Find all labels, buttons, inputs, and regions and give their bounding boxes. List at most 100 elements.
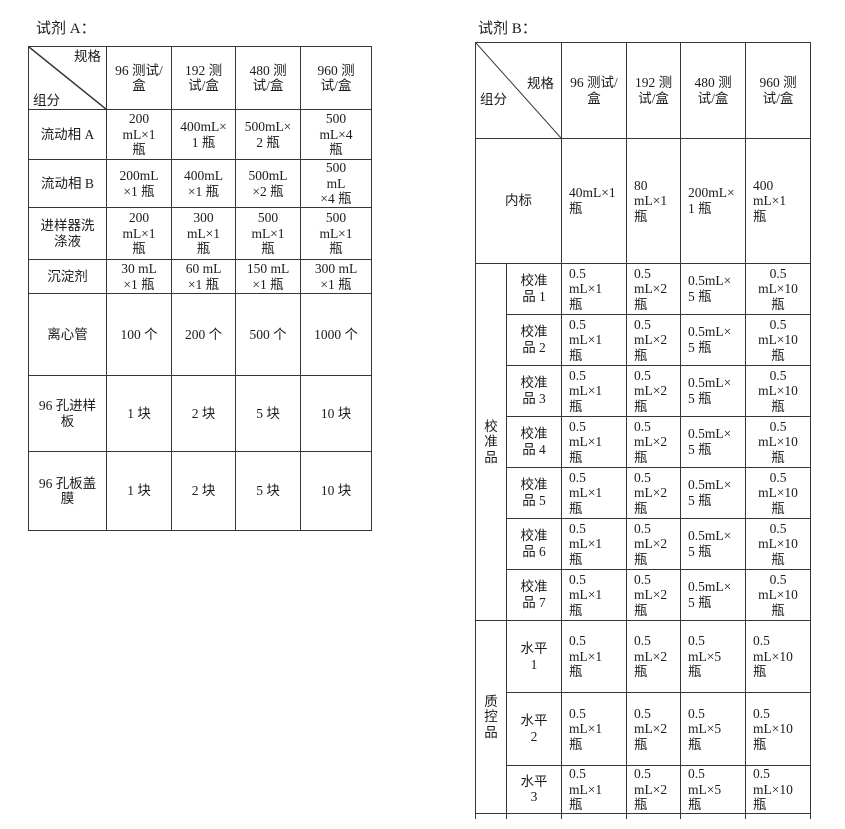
reagent-b-table: 规格 组分 96 测试/ 盒 192 测 试/盒 480 测 试/盒 960 测… [475, 42, 811, 820]
diagonal-divider [476, 43, 561, 138]
cell: 0.5 mL×10 瓶 [745, 416, 811, 468]
cell: 500 mL×1 瓶 [235, 207, 301, 261]
cell: 60 mL ×1 瓶 [171, 259, 236, 295]
cell: 0.5 mL×10 瓶 [745, 569, 811, 621]
diagonal-divider [29, 47, 106, 110]
row-label: 校准 品 2 [506, 314, 562, 366]
cell: 0.5 mL×2 瓶 [626, 314, 681, 366]
table-row: 进样器洗 涤液 200 mL×1 瓶 300 mL×1 瓶 500 mL×1 瓶… [28, 207, 372, 261]
cell: 0.5mL× 5 瓶 [680, 314, 746, 366]
cell: 2 块 [171, 451, 236, 532]
cell: 0.5 mL×2 瓶 [626, 263, 681, 315]
cell [475, 812, 507, 820]
cell: 0.5 mL×2 瓶 [626, 620, 681, 693]
table-row: 96 孔进样 板 1 块 2 块 5 块 10 块 [28, 375, 372, 453]
cell: 30 mL ×1 瓶 [106, 259, 172, 295]
cell: 200 个 [171, 293, 236, 377]
cell: 0.5mL× 5 瓶 [680, 263, 746, 315]
row-label: 流动相 B [28, 159, 107, 209]
table-row: 校准 品 4 0.5 mL×1 瓶 0.5 mL×2 瓶 0.5mL× 5 瓶 … [476, 416, 811, 468]
reagent-b-title: 试剂 B： [478, 21, 537, 37]
cell: 1000 个 [300, 293, 372, 377]
cell: 500mL ×2 瓶 [235, 159, 301, 209]
column-header: 96 测试/ 盒 [106, 45, 172, 111]
table-row: 水平 2 0.5 mL×1 瓶 0.5 mL×2 瓶 0.5 mL×5 瓶 0.… [476, 692, 811, 766]
row-label: 水平 3 [506, 765, 562, 814]
row-label: 校准 品 4 [506, 416, 562, 468]
cell: 100 个 [106, 293, 172, 377]
cell: 500 个 [235, 293, 301, 377]
cell: 80 mL×1 瓶 [626, 138, 681, 264]
table-row: 校准 品 3 0.5 mL×1 瓶 0.5 mL×2 瓶 0.5mL× 5 瓶 … [476, 365, 811, 417]
cell: 400mL ×1 瓶 [171, 159, 236, 209]
cell: 0.5 mL×10 瓶 [745, 765, 811, 814]
cell: 0.5 mL×2 瓶 [626, 365, 681, 417]
column-header: 480 测 试/盒 [235, 45, 301, 111]
cell: 0.5 mL×10 瓶 [745, 365, 811, 417]
table-row: 流动相 A 200 mL×1 瓶 400mL× 1 瓶 500mL× 2 瓶 5… [28, 109, 372, 161]
cell: 0.5 mL×1 瓶 [561, 263, 627, 315]
cell: 10 块 [300, 375, 372, 453]
row-label: 水平 1 [506, 620, 562, 693]
table-header-row: 规格 组分 96 测试/ 盒 192 测 试/盒 480 测 试/盒 960 测… [475, 42, 811, 139]
cell: 0.5 mL×1 瓶 [561, 467, 627, 519]
column-header: 192 测 试/盒 [626, 42, 681, 139]
cell: 0.5 mL×10 瓶 [745, 620, 811, 693]
cell: 0.5 mL×1 瓶 [561, 416, 627, 468]
row-label: 校准 品 6 [506, 518, 562, 570]
row-label: 校准 品 1 [506, 263, 562, 315]
column-header: 960 测 试/盒 [745, 42, 811, 139]
table-row: 校准 品 7 0.5 mL×1 瓶 0.5 mL×2 瓶 0.5mL× 5 瓶 … [476, 569, 811, 621]
table-row: 离心管 100 个 200 个 500 个 1000 个 [28, 293, 372, 377]
table-header-row: 规格 组分 96 测试/ 盒 192 测 试/盒 480 测 试/盒 960 测… [28, 45, 372, 111]
cell: 0.5 mL×1 瓶 [561, 365, 627, 417]
row-label: 水平 2 [506, 692, 562, 766]
cell: 0.5 mL×2 瓶 [626, 416, 681, 468]
cell: 0.5mL× 5 瓶 [680, 569, 746, 621]
reagent-a-title: 试剂 A： [36, 21, 96, 37]
cell [626, 812, 681, 820]
group-label: 校 准 品 [475, 263, 507, 621]
cell: 0.5 mL×1 瓶 [561, 765, 627, 814]
row-label: 离心管 [28, 293, 107, 377]
cell: 1 块 [106, 451, 172, 532]
table-row: 水平 3 0.5 mL×1 瓶 0.5 mL×2 瓶 0.5 mL×5 瓶 0.… [476, 765, 811, 814]
cell: 200mL× 1 瓶 [680, 138, 746, 264]
cell: 0.5 mL×2 瓶 [626, 569, 681, 621]
cell: 0.5 mL×2 瓶 [626, 467, 681, 519]
row-label: 96 孔板盖 膜 [28, 451, 107, 532]
table-row: 校 准 品 校准 品 1 0.5 mL×1 瓶 0.5 mL×2 瓶 0.5mL… [475, 263, 811, 621]
cell: 0.5mL× 5 瓶 [680, 467, 746, 519]
cell: 0.5 mL×2 瓶 [626, 692, 681, 766]
table-row: 流动相 B 200mL ×1 瓶 400mL ×1 瓶 500mL ×2 瓶 5… [28, 159, 372, 209]
cell: 0.5 mL×5 瓶 [680, 692, 746, 766]
cell: 0.5 mL×2 瓶 [626, 518, 681, 570]
component-label: 组分 [33, 92, 60, 108]
cell: 500 mL×4 瓶 [300, 109, 372, 161]
cell: 150 mL ×1 瓶 [235, 259, 301, 295]
cell [680, 812, 746, 820]
cell: 5 块 [235, 375, 301, 453]
row-label: 96 孔进样 板 [28, 375, 107, 453]
table-row: 校准 品 6 0.5 mL×1 瓶 0.5 mL×2 瓶 0.5mL× 5 瓶 … [476, 518, 811, 570]
table-row: 96 孔板盖 膜 1 块 2 块 5 块 10 块 [28, 451, 372, 532]
reagent-a-table: 规格 组分 96 测试/ 盒 192 测 试/盒 480 测 试/盒 960 测… [28, 45, 372, 532]
cell: 0.5mL× 5 瓶 [680, 416, 746, 468]
row-label: 校准 品 5 [506, 467, 562, 519]
cell: 0.5 mL×10 瓶 [745, 467, 811, 519]
cell: 0.5 mL×1 瓶 [561, 620, 627, 693]
spec-component-header-cell: 规格 组分 [475, 42, 562, 139]
cell: 0.5 mL×10 瓶 [745, 692, 811, 766]
cell: 0.5 mL×1 瓶 [561, 692, 627, 766]
cell: 500 mL×1 瓶 [300, 207, 372, 261]
column-header: 96 测试/ 盒 [561, 42, 627, 139]
cell: 300 mL ×1 瓶 [300, 259, 372, 295]
clipped-partial-row [475, 812, 811, 820]
cell: 0.5 mL×10 瓶 [745, 518, 811, 570]
cell: 5 块 [235, 451, 301, 532]
table-row: 质 控 品 水平 1 0.5 mL×1 瓶 0.5 mL×2 瓶 0.5 mL×… [475, 620, 811, 814]
cell: 500mL× 2 瓶 [235, 109, 301, 161]
column-header: 192 测 试/盒 [171, 45, 236, 111]
component-label: 组分 [480, 92, 507, 107]
cell [561, 812, 627, 820]
